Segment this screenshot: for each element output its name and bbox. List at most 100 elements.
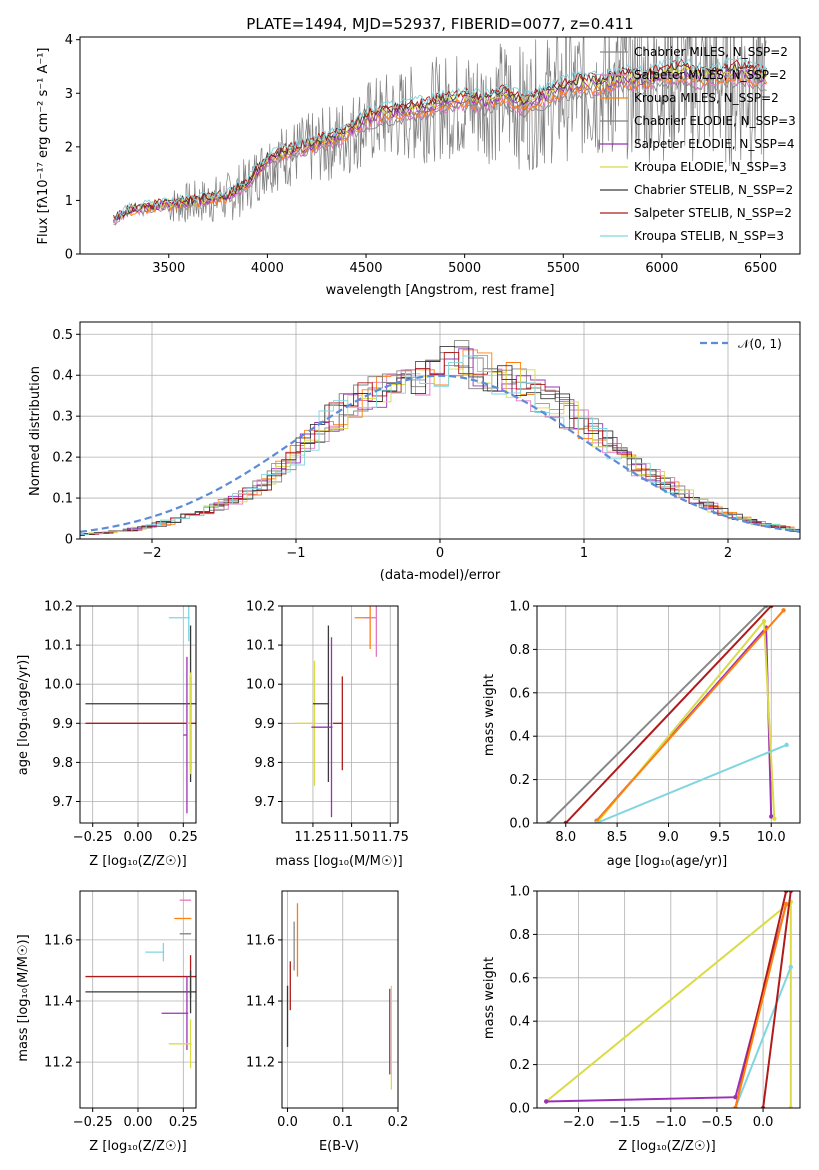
x-tick-label: 11.25 <box>294 830 331 845</box>
axes-1 <box>76 322 800 543</box>
y-tick-label: 0.6 <box>509 686 530 701</box>
zage-ylabel: age [log₁₀(age/yr)] <box>16 655 31 776</box>
massweight-point <box>788 891 793 894</box>
massweight-point <box>761 618 767 624</box>
axes-frame <box>79 36 801 255</box>
massweight-line-4 <box>595 609 785 822</box>
x-tick-label: 0.2 <box>388 1115 409 1130</box>
massweight-line-2 <box>734 966 792 1108</box>
x-tick-label: −0.25 <box>73 1115 113 1130</box>
hist-xlabel: (data-model)/error <box>380 568 501 583</box>
agemw-xlabel: age [log₁₀(age/yr)] <box>607 854 728 869</box>
x-tick-label: −1 <box>286 546 305 561</box>
y-tick-label: 0.5 <box>52 328 73 343</box>
x-tick-label: 0.00 <box>124 830 153 845</box>
massage-xlabel: mass [log₁₀(M/M☉)] <box>275 854 402 869</box>
y-tick-label: 0.2 <box>509 773 530 788</box>
y-tick-label: 11.4 <box>246 995 275 1010</box>
y-tick-label: 0.6 <box>509 971 530 986</box>
legend-entry-3: Chabrier ELODIE, N_SSP=3 <box>634 114 796 128</box>
legend-entry-0: Chabrier MILES, N_SSP=2 <box>634 45 788 59</box>
axes-0 <box>76 39 762 258</box>
axes-frame <box>79 605 197 824</box>
y-tick-label: 11.2 <box>246 1056 275 1071</box>
y-tick-label: 4 <box>65 33 73 48</box>
y-tick-label: 10.1 <box>246 639 275 654</box>
y-tick-label: 10.2 <box>44 600 73 615</box>
y-tick-label: 1.0 <box>509 885 530 900</box>
y-tick-label: 9.7 <box>52 795 73 810</box>
y-tick-label: 0.8 <box>509 643 530 658</box>
x-tick-label: 4000 <box>251 261 284 276</box>
massweight-point <box>784 742 789 748</box>
normal-reference-curve <box>80 374 800 533</box>
zmass-xlabel: Z [log₁₀(Z/Z☉)] <box>89 1139 186 1154</box>
massweight-point <box>733 1105 738 1108</box>
x-tick-label: 0.0 <box>753 1115 774 1130</box>
y-tick-label: 0 <box>65 533 73 548</box>
x-tick-label: 6000 <box>645 261 678 276</box>
massweight-line-1 <box>565 606 772 823</box>
x-tick-label: 0 <box>436 546 444 561</box>
y-tick-label: 0 <box>65 248 73 263</box>
model-spectrum-8 <box>113 57 767 222</box>
hist-ylabel: Normed distribution <box>28 366 43 496</box>
x-tick-label: 3500 <box>152 261 185 276</box>
x-tick-label: 0.1 <box>332 1115 353 1130</box>
legend-entry-1: Salpeter MILES, N_SSP=2 <box>634 68 787 82</box>
y-tick-label: 9.8 <box>52 756 73 771</box>
y-tick-label: 0.0 <box>509 1102 530 1117</box>
spectrum-lines <box>113 37 767 227</box>
y-tick-label: 0.4 <box>509 730 530 745</box>
y-tick-label: 11.6 <box>246 933 275 948</box>
errorbars-2 <box>85 606 196 814</box>
y-tick-label: 0.1 <box>52 492 73 507</box>
axes-3 <box>278 605 398 827</box>
axes-frame <box>79 890 197 1109</box>
histogram-series-8 <box>80 355 800 535</box>
y-tick-label: 9.8 <box>254 756 275 771</box>
massweight-point <box>763 606 769 609</box>
massweight-point <box>594 820 599 823</box>
massweight-line-5 <box>596 743 787 823</box>
y-tick-label: 0.2 <box>509 1058 530 1073</box>
axes-frame <box>281 890 399 1109</box>
massweight-point <box>769 814 774 819</box>
y-tick-label: 9.7 <box>254 795 275 810</box>
y-tick-label: 0.3 <box>52 410 73 425</box>
massweight-point <box>783 891 789 894</box>
y-tick-label: 0.4 <box>509 1015 530 1030</box>
y-tick-label: 9.9 <box>52 717 73 732</box>
legend-entry-8: Kroupa STELIB, N_SSP=3 <box>634 229 784 243</box>
ebv-xlabel: E(B-V) <box>319 1139 359 1154</box>
x-tick-label: 9.5 <box>710 830 731 845</box>
axes-2 <box>76 605 196 827</box>
agemw-ylabel: mass weight <box>482 674 497 756</box>
massweight-point <box>760 1105 766 1108</box>
massweight-line-4 <box>762 891 792 1108</box>
y-tick-label: 10.0 <box>44 678 73 693</box>
zmw-xlabel: Z [log₁₀(Z/Z☉)] <box>618 1139 715 1154</box>
x-tick-label: −2.0 <box>563 1115 595 1130</box>
x-tick-label: −2 <box>142 546 161 561</box>
massweight-point <box>544 1099 549 1104</box>
histogram-series-4 <box>80 348 800 536</box>
massweight-7 <box>544 891 793 1108</box>
y-tick-label: 0.4 <box>52 369 73 384</box>
x-tick-label: 1 <box>580 546 588 561</box>
zage-xlabel: Z [log₁₀(Z/Z☉)] <box>89 854 186 869</box>
y-tick-label: 11.6 <box>44 933 73 948</box>
x-tick-label: −1.5 <box>609 1115 641 1130</box>
x-tick-label: −0.5 <box>701 1115 733 1130</box>
x-tick-label: −1.0 <box>655 1115 687 1130</box>
y-tick-label: 1.0 <box>509 600 530 615</box>
legend-entry-6: Chabrier STELIB, N_SSP=2 <box>634 183 793 197</box>
axes-frame <box>536 890 801 1109</box>
x-tick-label: 0.25 <box>169 1115 198 1130</box>
legend-entry-5: Kroupa ELODIE, N_SSP=3 <box>634 160 787 174</box>
massweight-line-0 <box>545 899 792 1108</box>
x-tick-label: 11.75 <box>372 830 409 845</box>
x-tick-label: 5500 <box>547 261 580 276</box>
massweight-point <box>783 901 789 907</box>
x-tick-label: 2 <box>724 546 732 561</box>
